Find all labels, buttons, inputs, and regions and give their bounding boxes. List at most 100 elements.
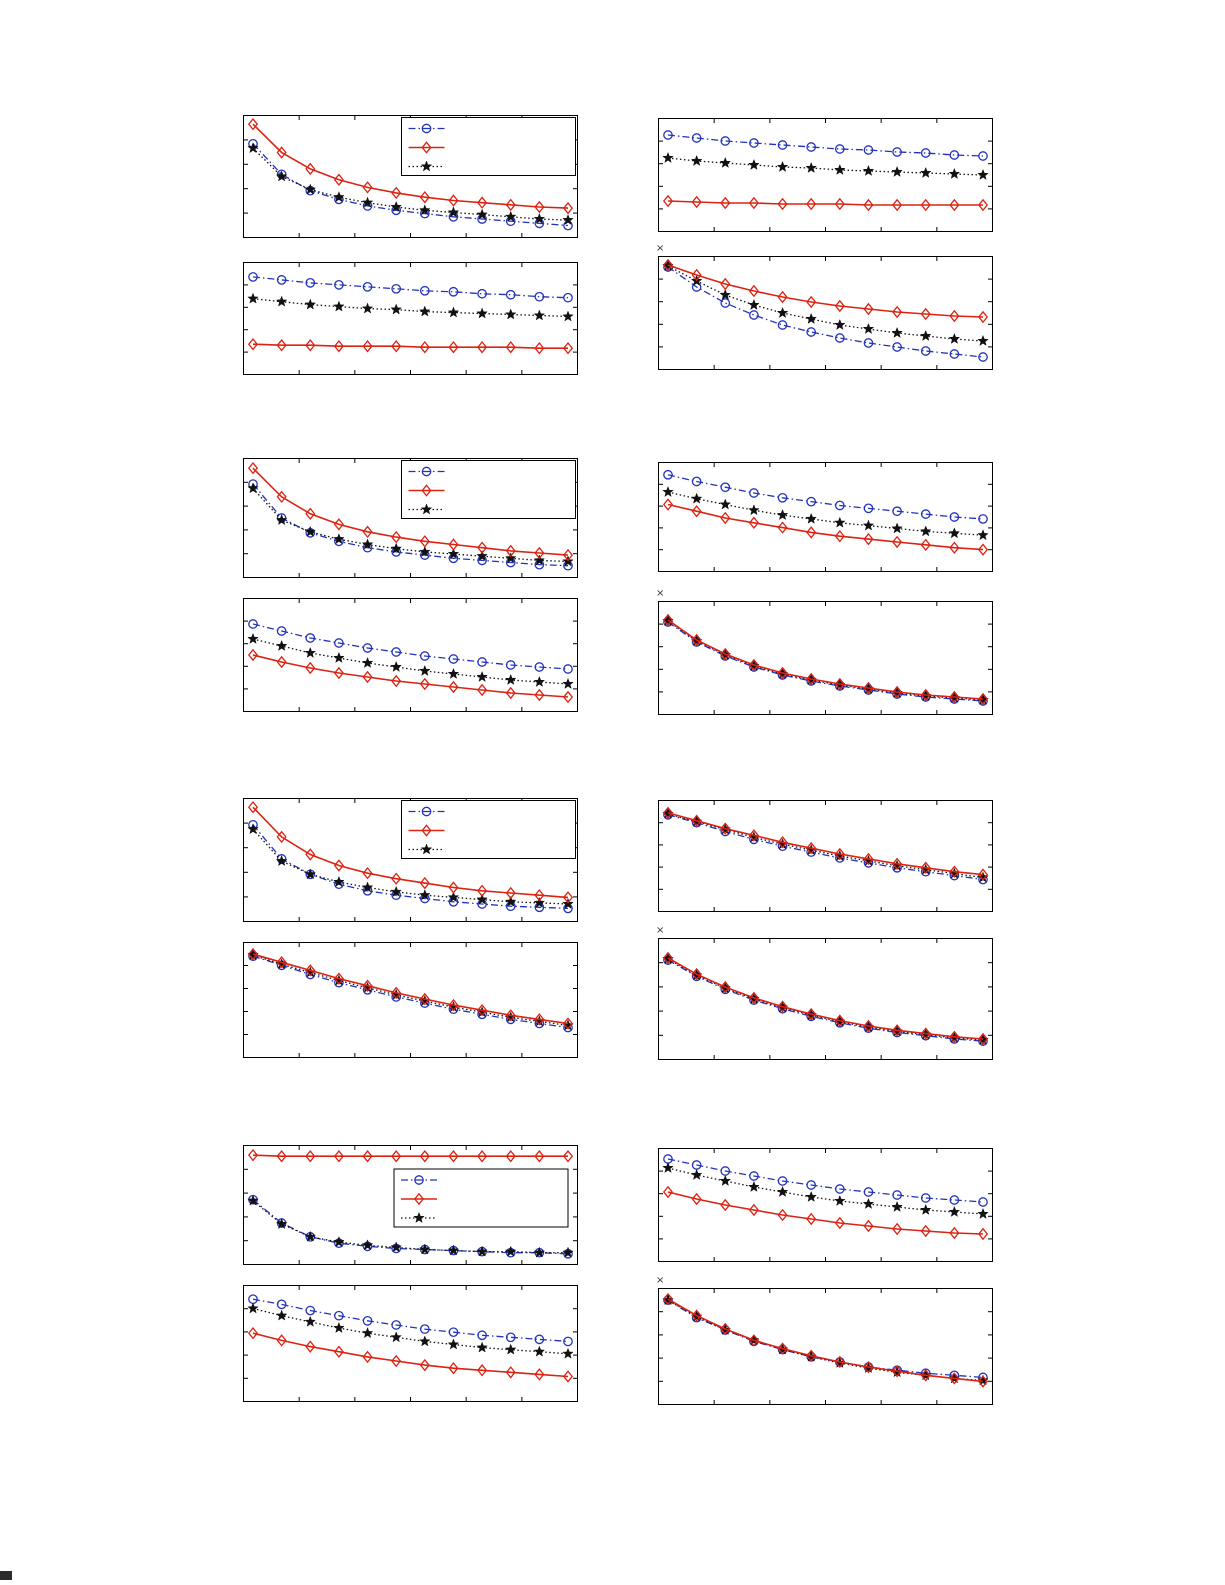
diamond-marker: [448, 680, 459, 694]
circle-marker: [920, 509, 931, 519]
diamond-marker: [748, 658, 759, 672]
plot-13: [243, 1145, 578, 1265]
diamond-marker: [863, 198, 874, 212]
diamond-marker: [562, 891, 574, 904]
diamond-marker: [777, 521, 788, 534]
circle-marker: [720, 482, 731, 493]
diamond-marker: [448, 1150, 459, 1163]
circle-marker: [892, 506, 902, 517]
circle-marker: [391, 283, 402, 294]
star-marker: [919, 525, 932, 537]
plot-6: [658, 462, 993, 572]
diamond-marker: [391, 1150, 402, 1163]
diamond-marker: [920, 198, 931, 212]
star-marker: [862, 164, 875, 176]
star-marker: [662, 485, 674, 497]
chart-canvas: [658, 256, 993, 370]
star-marker: [247, 292, 259, 304]
diamond-marker: [720, 980, 731, 994]
circle-marker: [305, 633, 316, 643]
diamond-marker: [920, 1027, 931, 1040]
diamond-marker: [505, 686, 516, 700]
diamond-marker: [562, 690, 574, 704]
chart-canvas: [658, 1148, 993, 1262]
series-line-red-diamond: [252, 467, 569, 556]
diamond-marker: [777, 1342, 788, 1355]
diamond-marker: [419, 876, 430, 890]
star-marker: [390, 1331, 403, 1343]
star-marker: [748, 158, 760, 170]
diamond-marker: [419, 677, 430, 691]
star-marker: [690, 1168, 703, 1180]
circle-marker: [920, 1193, 931, 1203]
star-marker: [862, 1197, 875, 1209]
circle-marker: [691, 133, 702, 143]
star-marker: [776, 306, 789, 318]
diamond-marker: [777, 666, 788, 680]
star-marker: [447, 1244, 460, 1256]
diamond-marker: [305, 338, 316, 352]
star-marker: [533, 554, 546, 566]
diamond-marker: [333, 173, 344, 187]
star-marker: [805, 1190, 818, 1202]
diamond-marker: [448, 881, 459, 894]
circle-marker: [777, 492, 788, 503]
chart-canvas: [243, 942, 578, 1058]
diamond-marker: [748, 196, 759, 210]
axes-box: [243, 598, 578, 712]
plot-2: [658, 118, 993, 232]
diamond-marker: [477, 884, 488, 898]
diamond-marker: [720, 1322, 731, 1336]
star-marker: [247, 632, 259, 644]
star-marker: [504, 308, 517, 320]
star-marker: [418, 545, 431, 557]
axes-box: [658, 1148, 993, 1262]
diamond-marker: [305, 507, 316, 520]
circle-marker: [806, 1180, 817, 1190]
diamond-marker: [362, 339, 373, 353]
circle-marker: [276, 1299, 287, 1310]
diamond-marker: [276, 338, 287, 352]
circle-marker: [421, 806, 432, 817]
diamond-marker: [419, 190, 430, 204]
diamond-marker: [362, 181, 373, 194]
circle-marker: [305, 1305, 316, 1316]
circle-marker: [334, 279, 344, 290]
diamond-marker: [920, 688, 931, 702]
diamond-marker: [748, 284, 759, 298]
series-line-black-star: [252, 1307, 569, 1355]
diamond-marker: [362, 979, 373, 992]
legend: [401, 800, 576, 859]
star-marker: [862, 519, 875, 531]
star-marker: [361, 881, 374, 893]
circle-marker: [949, 150, 960, 160]
plot-9: [243, 798, 578, 922]
star-marker: [776, 1185, 789, 1197]
star-marker: [562, 1347, 574, 1359]
circle-marker: [978, 1197, 988, 1207]
series-line-black-star: [667, 157, 984, 176]
diamond-marker: [777, 290, 788, 304]
circle-marker: [391, 647, 402, 657]
page-corner-artifact: [0, 1571, 12, 1580]
star-marker: [533, 1246, 546, 1258]
circle-marker: [720, 298, 731, 308]
star-marker: [390, 660, 403, 672]
star-marker: [690, 154, 703, 166]
circle-marker: [834, 500, 845, 511]
axes-box: [658, 1288, 993, 1405]
diamond-marker: [977, 198, 989, 212]
circle-marker: [749, 310, 759, 320]
diamond-marker: [333, 518, 344, 531]
diamond-marker: [691, 268, 702, 282]
diamond-marker: [834, 677, 845, 691]
series-line-black-star: [252, 828, 569, 905]
diamond-marker: [977, 692, 989, 706]
diamond-marker: [448, 194, 459, 207]
series-line-black-star: [252, 298, 569, 318]
star-marker: [805, 312, 818, 324]
star-marker: [447, 667, 460, 679]
series-line-red-diamond: [252, 806, 569, 899]
axes-box: [658, 256, 993, 370]
diamond-marker: [391, 872, 402, 885]
